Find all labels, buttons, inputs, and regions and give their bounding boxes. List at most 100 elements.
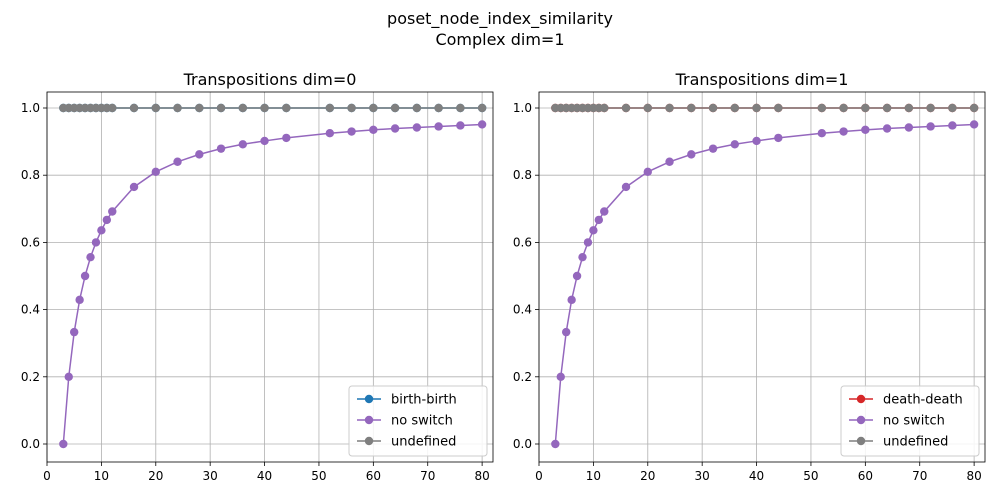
- panel-2-ytick-label-2: 0.4: [513, 303, 532, 317]
- panel-1-point-no-switch-6: [91, 238, 101, 247]
- panel-2-point-undefined-25: [969, 103, 979, 113]
- panel-2-point-no-switch-4: [572, 271, 582, 281]
- panel-2-point-undefined-23: [926, 103, 935, 113]
- panel-2-point-undefined-20: [861, 103, 870, 113]
- panel-2-ytick-label-3: 0.6: [513, 235, 532, 249]
- panel-2-point-no-switch-25: [969, 120, 979, 129]
- panel-1-xtick-label-0: 0: [43, 469, 51, 483]
- panel-1-point-undefined-13: [195, 103, 204, 113]
- panel-2-point-undefined-17: [774, 103, 783, 113]
- panel-2-point-no-switch-8: [594, 215, 604, 225]
- panel-1-title: Transpositions dim=0: [183, 70, 357, 89]
- panel-1-point-no-switch-15: [238, 140, 248, 149]
- panel-1-point-no-switch-14: [216, 144, 226, 153]
- panel-1-point-no-switch-22: [412, 123, 422, 132]
- panel-2-point-no-switch-3: [567, 295, 576, 305]
- panel-1-point-no-switch-0: [59, 439, 68, 449]
- panel-1-point-no-switch-3: [75, 295, 84, 305]
- panel-2-point-no-switch-11: [643, 167, 652, 177]
- panel-1-point-no-switch-13: [195, 150, 204, 159]
- panel-2-point-no-switch-23: [926, 122, 935, 131]
- panel-1-point-no-switch-12: [173, 157, 182, 166]
- panel-2-xtick-label-7: 70: [912, 469, 927, 483]
- panel-2-legend-marker-1: [856, 415, 866, 425]
- panel-1-point-no-switch-4: [80, 271, 90, 281]
- panel-1-legend-box: [348, 385, 488, 457]
- panel-2-ytick-label-1: 0.2: [513, 370, 532, 384]
- panel-2-ytick-label-4: 0.8: [513, 168, 532, 182]
- panel-2-point-no-switch-20: [861, 125, 870, 135]
- panel-2-point-undefined-16: [752, 103, 761, 113]
- panel-1-legend-marker-0: [364, 394, 374, 404]
- panel-2-xtick-label-1: 10: [586, 469, 601, 483]
- panel-1-point-no-switch-16: [260, 136, 269, 146]
- panel-2-point-undefined-13: [687, 103, 696, 113]
- panel-1-legend-label-1: no switch: [391, 414, 453, 429]
- panel-1-point-undefined-18: [325, 103, 335, 113]
- panel-1-point-no-switch-25: [477, 120, 487, 129]
- panel-1-point-no-switch-1: [64, 372, 73, 381]
- panel-1-ytick-label-1: 0.2: [21, 370, 40, 384]
- panel-2-xtick-label-6: 60: [858, 469, 873, 483]
- panel-1-point-no-switch-24: [456, 121, 465, 130]
- panel-2-point-no-switch-9: [600, 207, 609, 216]
- panel-2-ytick-label-0: 0.0: [513, 437, 532, 451]
- panel-1-ytick-label-5: 1.0: [21, 101, 40, 115]
- panel-1-ytick-label-0: 0.0: [21, 437, 40, 451]
- panel-2-xtick-label-3: 30: [695, 469, 710, 483]
- panel-2-point-no-switch-14: [708, 144, 718, 153]
- panel-1-xtick-label-6: 60: [366, 469, 381, 483]
- panel-2-point-undefined-15: [730, 103, 740, 113]
- panel-1-point-no-switch-21: [390, 124, 400, 133]
- panel-1-point-no-switch-2: [69, 327, 79, 337]
- panel-1-point-undefined-14: [216, 103, 226, 113]
- panel-2-legend-box: [840, 385, 980, 457]
- panel-1-point-undefined-11: [151, 103, 160, 113]
- panel-2-legend: death-death no switch undefined: [840, 385, 980, 457]
- panel-1-xtick-label-1: 10: [94, 469, 109, 483]
- panel-1-point-no-switch-7: [97, 226, 106, 235]
- panel-2-legend-label-1: no switch: [883, 414, 945, 429]
- panel-1-xtick-label-7: 70: [420, 469, 435, 483]
- panel-1-point-no-switch-10: [129, 182, 139, 192]
- panel-1-point-no-switch-5: [86, 252, 95, 262]
- panel-1-point-undefined-15: [238, 103, 248, 113]
- panel-2-axes-frame: [538, 91, 986, 463]
- panel-1-ytick-label-3: 0.6: [21, 235, 40, 249]
- panel-2-point-no-switch-2: [561, 327, 571, 337]
- panel-1-point-undefined-22: [412, 103, 422, 113]
- panel-1-legend-marker-1: [364, 415, 374, 425]
- panel-2-xtick-label-2: 20: [640, 469, 655, 483]
- panel-2-point-undefined-18: [817, 103, 827, 113]
- figure-suptitle-line2: Complex dim=1: [435, 30, 564, 49]
- panel-1-point-undefined-25: [477, 103, 487, 113]
- panel-1-point-undefined-19: [347, 103, 356, 113]
- panel-2-xtick-label-8: 80: [966, 469, 981, 483]
- panel-2-point-undefined-11: [643, 103, 652, 113]
- panel-2-legend-label-0: death-death: [883, 393, 963, 408]
- panel-2-legend-label-2: undefined: [883, 435, 948, 450]
- panel-1-point-undefined-20: [369, 103, 378, 113]
- panel-1-point-no-switch-17: [282, 133, 291, 143]
- panel-2-point-no-switch-21: [882, 124, 892, 133]
- panel-1-axes-frame: [46, 91, 494, 463]
- panel-2-point-no-switch-13: [687, 150, 696, 159]
- panel-1-legend-label-0: birth-birth: [391, 393, 457, 408]
- panel-2-point-undefined-10: [621, 103, 631, 113]
- panel-1-point-undefined-17: [282, 103, 291, 113]
- panel-1-xtick-label-2: 20: [148, 469, 163, 483]
- panel-2-point-undefined-19: [839, 103, 848, 113]
- panel-1-legend: birth-birth no switch undefined: [348, 385, 488, 457]
- panel-2-point-undefined-9: [600, 103, 609, 113]
- panel-2-point-no-switch-15: [730, 140, 740, 149]
- panel-2-point-no-switch-5: [578, 252, 587, 262]
- panel-2-point-undefined-21: [882, 103, 892, 113]
- panel-1-point-no-switch-11: [151, 167, 160, 177]
- panel-2-point-no-switch-10: [621, 182, 631, 192]
- panel-1-point-no-switch-19: [347, 127, 356, 136]
- panel-1-point-undefined-12: [173, 103, 182, 113]
- panel-1-xtick-label-8: 80: [474, 469, 489, 483]
- panel-1-legend-marker-2: [364, 436, 374, 446]
- panel-1-point-no-switch-8: [102, 215, 112, 225]
